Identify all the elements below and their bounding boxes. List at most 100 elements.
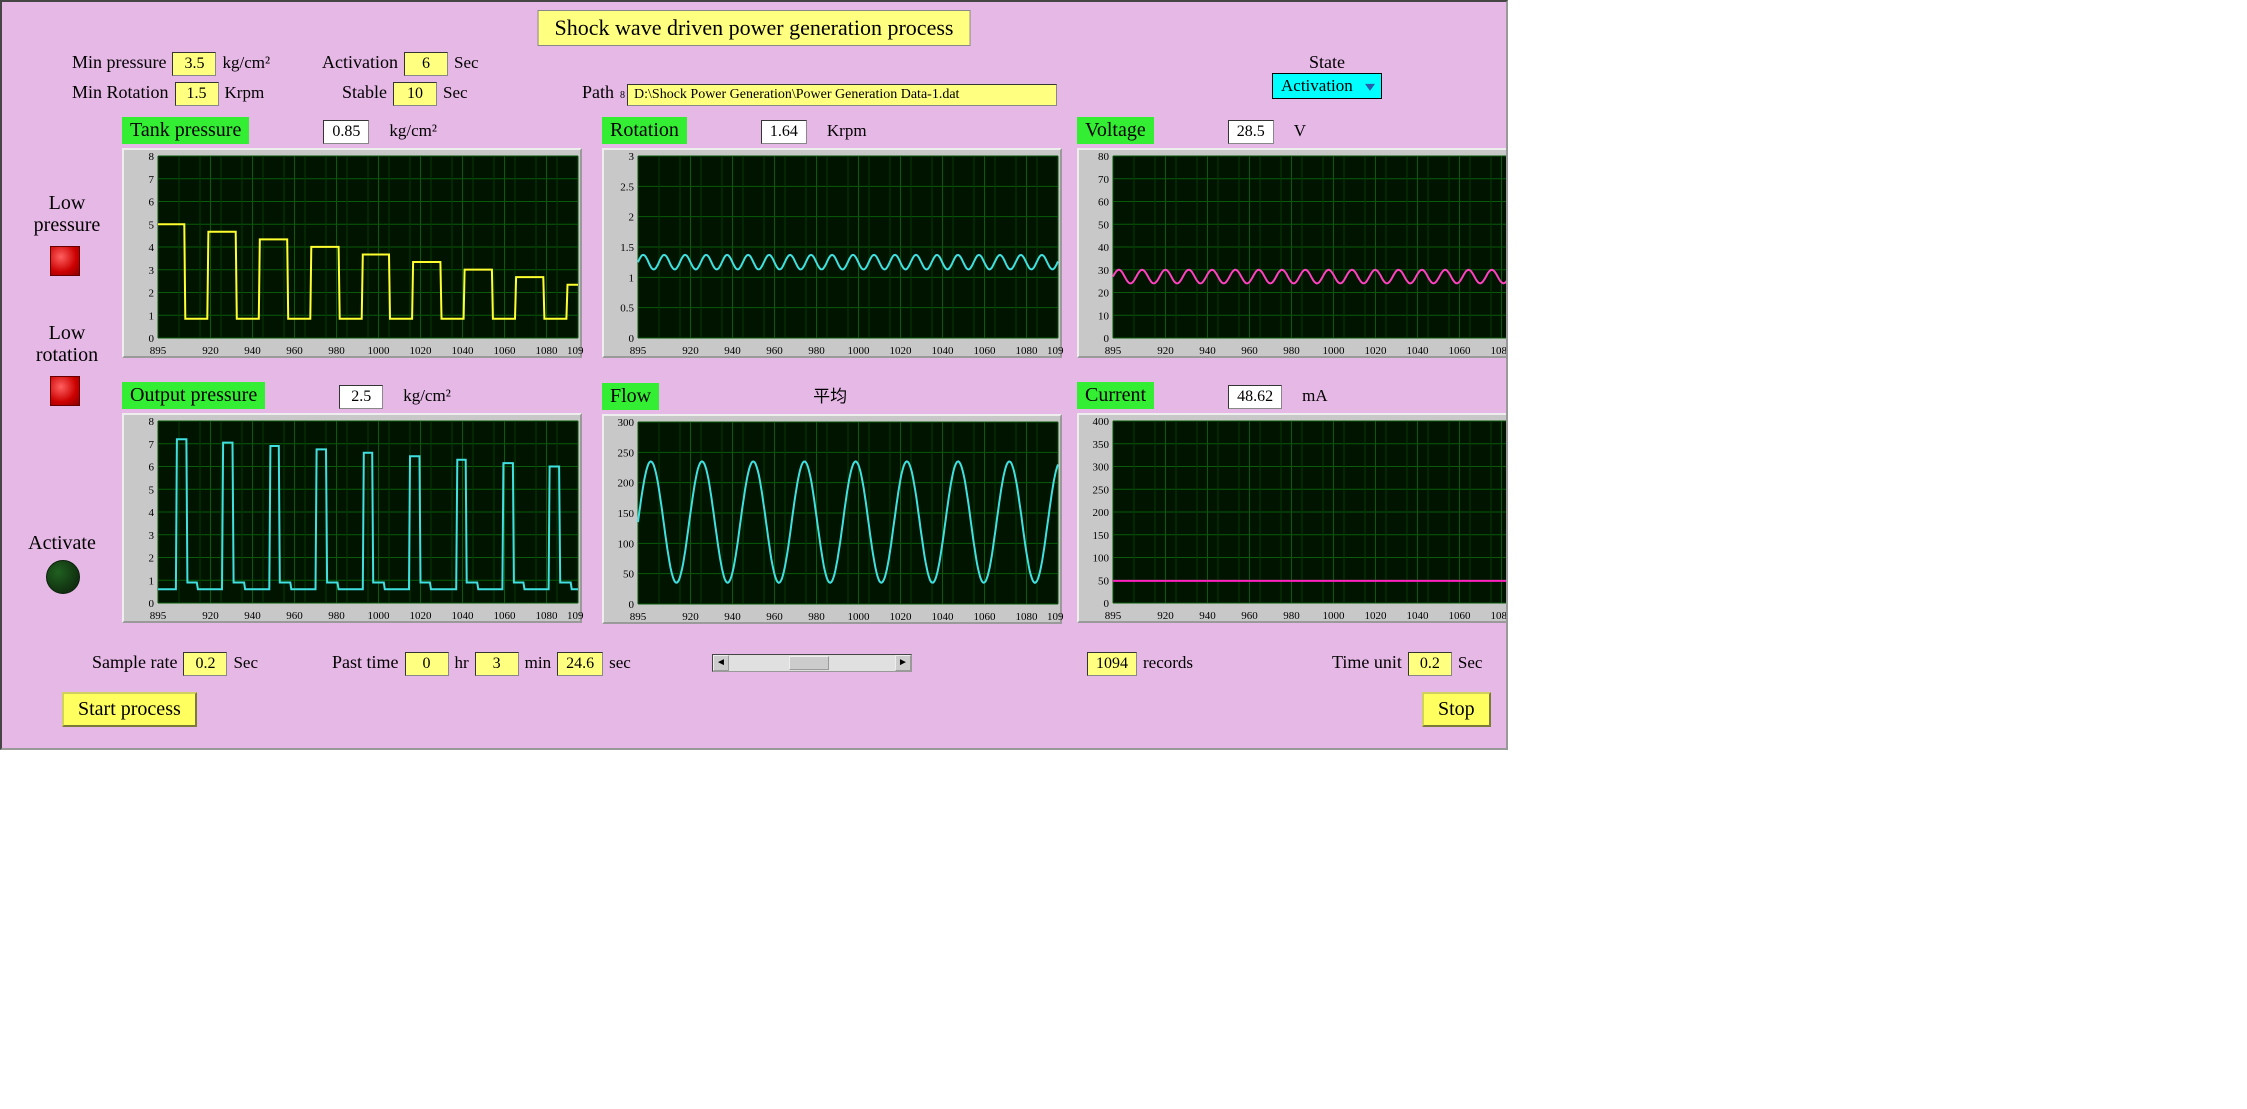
svg-text:980: 980 <box>1283 610 1300 622</box>
svg-text:6: 6 <box>149 197 155 209</box>
voltage-value[interactable]: 28.5 <box>1228 120 1274 144</box>
min-pressure-input[interactable]: 3.5 <box>172 52 216 76</box>
tank-pressure-panel[interactable]: 0123456788959209409609801000102010401060… <box>122 148 582 358</box>
svg-text:1000: 1000 <box>368 345 391 357</box>
rotation-title: Rotation <box>602 117 687 144</box>
svg-text:940: 940 <box>1199 345 1216 357</box>
svg-text:1020: 1020 <box>890 611 913 623</box>
low-pressure-led <box>50 246 80 276</box>
scroll-thumb[interactable] <box>789 656 829 670</box>
svg-text:20: 20 <box>1098 288 1110 300</box>
path-input[interactable]: D:\Shock Power Generation\Power Generati… <box>627 84 1057 106</box>
current-unit: mA <box>1302 386 1328 406</box>
state-dropdown[interactable]: Activation <box>1272 73 1382 99</box>
svg-text:920: 920 <box>1157 610 1174 622</box>
time-unit-input[interactable]: 0.2 <box>1408 652 1452 676</box>
low-rotation-led <box>50 376 80 406</box>
path-row: Path 8 D:\Shock Power Generation\Power G… <box>582 82 1057 106</box>
past-time-label: Past time <box>332 652 399 673</box>
svg-text:1: 1 <box>149 310 155 322</box>
svg-text:2: 2 <box>629 212 635 224</box>
min-rotation-input[interactable]: 1.5 <box>175 82 219 106</box>
svg-text:50: 50 <box>1098 575 1110 587</box>
svg-text:1080: 1080 <box>536 345 559 357</box>
output-pressure-value[interactable]: 2.5 <box>339 385 383 409</box>
min-rotation-label: Min Rotation <box>72 82 169 103</box>
svg-text:940: 940 <box>724 611 741 623</box>
past-time-min[interactable]: 3 <box>475 652 519 676</box>
svg-text:980: 980 <box>328 610 345 622</box>
records-row: 1094 records <box>1087 652 1193 676</box>
svg-text:920: 920 <box>682 345 699 357</box>
current-value[interactable]: 48.62 <box>1228 385 1282 409</box>
activation-input[interactable]: 6 <box>404 52 448 76</box>
flow-subtitle: 平均 <box>813 382 847 407</box>
svg-text:2: 2 <box>149 553 155 565</box>
svg-text:60: 60 <box>1098 197 1110 209</box>
time-scrollbar[interactable]: ◄ ► <box>712 654 912 672</box>
start-process-button[interactable]: Start process <box>62 692 197 727</box>
svg-text:8: 8 <box>149 416 155 428</box>
svg-text:0: 0 <box>1104 598 1110 610</box>
scroll-right-icon[interactable]: ► <box>895 655 911 671</box>
svg-text:1080: 1080 <box>1491 345 1509 357</box>
flow-panel[interactable]: 0501001502002503008959209409609801000102… <box>602 414 1062 624</box>
svg-text:1000: 1000 <box>368 610 391 622</box>
svg-text:40: 40 <box>1098 242 1110 254</box>
svg-text:920: 920 <box>202 610 219 622</box>
svg-text:3: 3 <box>149 530 155 542</box>
svg-text:1000: 1000 <box>848 345 871 357</box>
flow-title: Flow <box>602 383 659 410</box>
sample-rate-label: Sample rate <box>92 652 177 673</box>
svg-text:1020: 1020 <box>410 610 433 622</box>
svg-text:1095: 1095 <box>567 610 584 622</box>
svg-text:1060: 1060 <box>974 611 997 623</box>
current-chart: Current48.62mA05010015020025030035040089… <box>1077 382 1508 623</box>
svg-text:1060: 1060 <box>1449 345 1472 357</box>
svg-text:7: 7 <box>149 174 155 186</box>
current-panel[interactable]: 0501001502002503003504008959209409609801… <box>1077 413 1508 623</box>
svg-text:895: 895 <box>630 611 647 623</box>
svg-text:1040: 1040 <box>452 345 475 357</box>
voltage-chart: Voltage28.5V0102030405060708089592094096… <box>1077 117 1508 358</box>
svg-text:1040: 1040 <box>932 345 955 357</box>
svg-text:0: 0 <box>1104 333 1110 345</box>
past-time-row: Past time 0hr 3min 24.6sec <box>332 652 631 676</box>
flow-chart: Flow平均0501001502002503008959209409609801… <box>602 382 1062 624</box>
state-label: State <box>1272 52 1382 73</box>
output-pressure-unit: kg/cm² <box>403 386 451 406</box>
path-label: Path <box>582 82 614 103</box>
svg-text:2: 2 <box>149 288 155 300</box>
svg-text:250: 250 <box>1093 484 1110 496</box>
svg-text:940: 940 <box>244 610 261 622</box>
scroll-left-icon[interactable]: ◄ <box>713 655 729 671</box>
svg-text:7: 7 <box>149 439 155 451</box>
rotation-value[interactable]: 1.64 <box>761 120 807 144</box>
stop-button[interactable]: Stop <box>1422 692 1491 727</box>
activation-label: Activation <box>322 52 398 73</box>
svg-text:960: 960 <box>766 611 783 623</box>
stable-unit: Sec <box>443 83 468 103</box>
svg-text:300: 300 <box>1093 462 1110 474</box>
past-time-sec[interactable]: 24.6 <box>557 652 603 676</box>
activation-unit: Sec <box>454 53 479 73</box>
svg-text:1040: 1040 <box>452 610 475 622</box>
svg-text:1080: 1080 <box>1016 345 1039 357</box>
svg-text:1095: 1095 <box>1047 345 1064 357</box>
sec-unit: sec <box>609 653 631 673</box>
svg-text:1020: 1020 <box>890 345 913 357</box>
svg-text:920: 920 <box>1157 345 1174 357</box>
svg-text:1080: 1080 <box>1491 610 1509 622</box>
rotation-panel[interactable]: 00.511.522.53895920940960980100010201040… <box>602 148 1062 358</box>
tank-pressure-value[interactable]: 0.85 <box>323 120 369 144</box>
past-time-hr[interactable]: 0 <box>405 652 449 676</box>
svg-text:1080: 1080 <box>536 610 559 622</box>
svg-text:920: 920 <box>682 611 699 623</box>
output-pressure-panel[interactable]: 0123456788959209409609801000102010401060… <box>122 413 582 623</box>
hr-unit: hr <box>455 653 469 673</box>
sample-rate-input[interactable]: 0.2 <box>183 652 227 676</box>
svg-text:895: 895 <box>150 610 167 622</box>
min-pressure-label: Min pressure <box>72 52 166 73</box>
voltage-panel[interactable]: 0102030405060708089592094096098010001020… <box>1077 148 1508 358</box>
stable-input[interactable]: 10 <box>393 82 437 106</box>
